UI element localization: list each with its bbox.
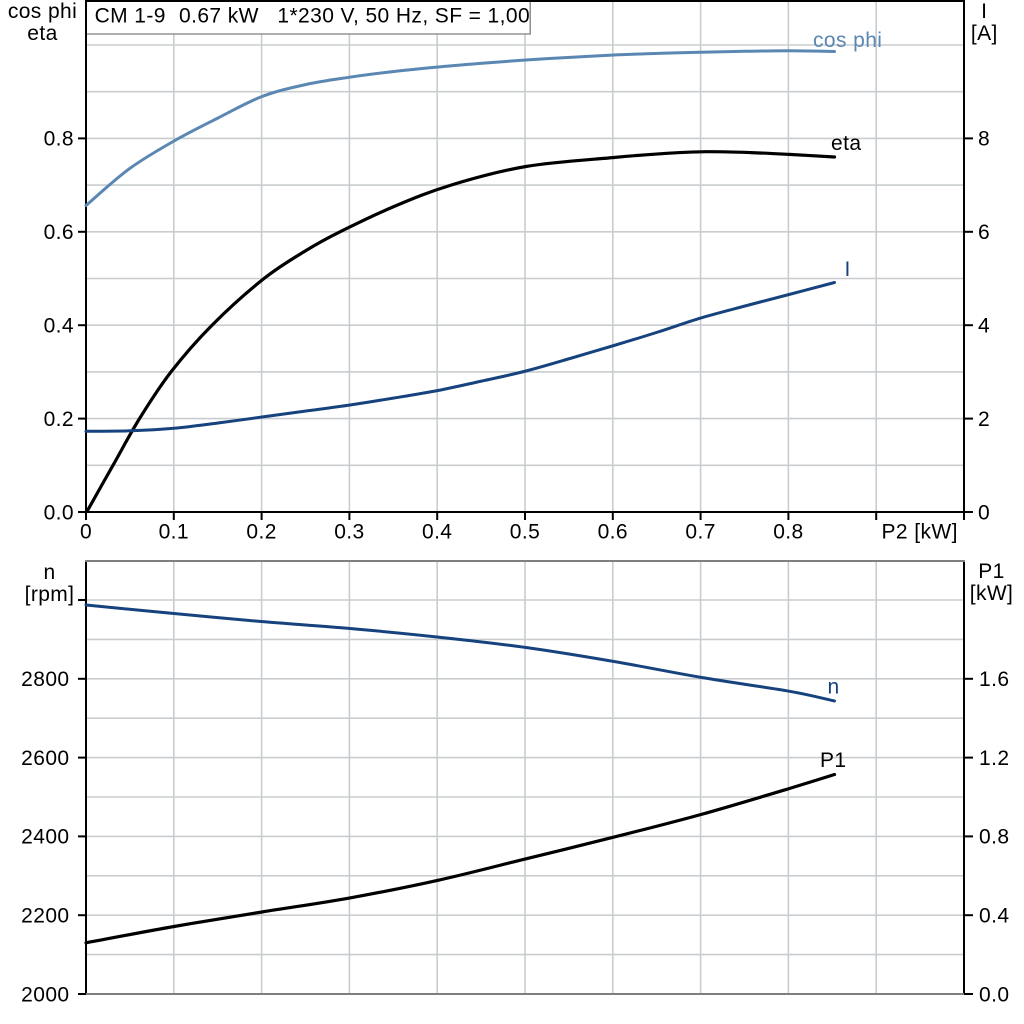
- svg-text:0.4: 0.4: [422, 521, 452, 544]
- svg-text:I: I: [845, 258, 851, 281]
- svg-text:6: 6: [978, 221, 990, 244]
- svg-text:0.67 kW: 0.67 kW: [179, 4, 259, 27]
- svg-text:0.3: 0.3: [334, 521, 364, 544]
- svg-text:1*230 V, 50 Hz, SF = 1,00: 1*230 V, 50 Hz, SF = 1,00: [277, 4, 530, 27]
- svg-text:0.8: 0.8: [979, 826, 1009, 849]
- svg-text:0.4: 0.4: [979, 905, 1009, 928]
- svg-text:2000: 2000: [21, 983, 69, 1006]
- svg-text:P1: P1: [978, 560, 1005, 583]
- svg-text:0.0: 0.0: [979, 983, 1009, 1006]
- svg-text:0: 0: [978, 501, 990, 524]
- svg-text:0.2: 0.2: [246, 521, 276, 544]
- svg-text:cos phi: cos phi: [8, 0, 77, 23]
- svg-text:[kW]: [kW]: [970, 582, 1014, 605]
- svg-text:cos phi: cos phi: [813, 29, 882, 52]
- svg-text:I: I: [981, 0, 987, 23]
- svg-text:0.5: 0.5: [510, 521, 540, 544]
- svg-text:0.1: 0.1: [159, 521, 189, 544]
- svg-text:0.2: 0.2: [44, 408, 74, 431]
- svg-text:4: 4: [978, 315, 990, 338]
- svg-text:P2 [kW]: P2 [kW]: [882, 521, 958, 544]
- svg-text:[rpm]: [rpm]: [25, 583, 75, 606]
- svg-text:P1: P1: [820, 749, 847, 772]
- svg-text:n: n: [828, 676, 840, 699]
- svg-text:eta: eta: [831, 132, 861, 155]
- svg-text:8: 8: [978, 128, 990, 151]
- svg-text:1.2: 1.2: [979, 747, 1009, 770]
- svg-text:0: 0: [80, 521, 92, 544]
- svg-text:CM 1-9: CM 1-9: [95, 4, 166, 27]
- svg-text:1.6: 1.6: [979, 668, 1009, 691]
- svg-text:eta: eta: [27, 22, 57, 45]
- svg-text:2: 2: [978, 408, 990, 431]
- svg-text:0.4: 0.4: [44, 315, 74, 338]
- svg-text:[A]: [A]: [971, 22, 998, 45]
- svg-text:2200: 2200: [21, 905, 69, 928]
- svg-text:2800: 2800: [21, 668, 69, 691]
- svg-text:0.6: 0.6: [44, 221, 74, 244]
- svg-text:0.7: 0.7: [685, 521, 715, 544]
- svg-text:0.6: 0.6: [598, 521, 628, 544]
- svg-text:n: n: [43, 561, 55, 584]
- svg-text:0.8: 0.8: [773, 521, 803, 544]
- svg-text:0.8: 0.8: [44, 128, 74, 151]
- svg-text:2400: 2400: [21, 826, 69, 849]
- svg-text:0.0: 0.0: [44, 501, 74, 524]
- svg-text:2600: 2600: [21, 747, 69, 770]
